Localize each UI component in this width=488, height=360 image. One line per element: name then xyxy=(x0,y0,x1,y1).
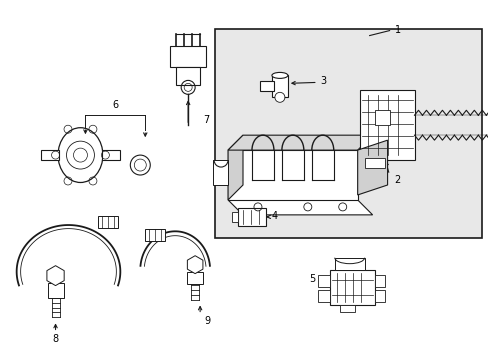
Bar xyxy=(364,158,384,168)
Bar xyxy=(317,289,329,302)
Bar xyxy=(41,150,59,160)
Bar xyxy=(232,212,238,222)
Text: 6: 6 xyxy=(112,100,118,110)
Bar xyxy=(317,275,329,287)
Text: 8: 8 xyxy=(52,334,59,345)
Bar xyxy=(187,272,203,284)
Polygon shape xyxy=(227,135,372,150)
Ellipse shape xyxy=(271,72,287,78)
Ellipse shape xyxy=(58,128,102,183)
Bar xyxy=(339,305,354,312)
Bar xyxy=(271,75,287,97)
Text: 2: 2 xyxy=(394,175,400,185)
Bar xyxy=(374,289,384,302)
Bar xyxy=(213,160,227,185)
Polygon shape xyxy=(47,266,64,285)
Polygon shape xyxy=(227,150,357,200)
Polygon shape xyxy=(227,135,243,200)
Bar xyxy=(98,216,118,228)
Bar xyxy=(215,28,481,238)
Text: 9: 9 xyxy=(203,316,210,327)
Bar xyxy=(374,110,389,125)
Bar xyxy=(359,90,414,160)
Bar xyxy=(329,270,374,305)
Circle shape xyxy=(274,92,285,102)
Bar xyxy=(170,45,205,67)
Bar xyxy=(260,81,273,91)
Bar xyxy=(145,229,165,241)
Text: 4: 4 xyxy=(271,211,277,221)
Text: 7: 7 xyxy=(203,115,209,125)
Polygon shape xyxy=(187,256,203,274)
Polygon shape xyxy=(227,200,372,215)
Bar xyxy=(334,258,364,270)
Bar xyxy=(47,283,63,298)
Text: 3: 3 xyxy=(320,76,326,86)
Bar xyxy=(374,275,384,287)
Text: 5: 5 xyxy=(309,274,315,284)
Polygon shape xyxy=(357,140,387,195)
Bar xyxy=(238,208,265,226)
Bar xyxy=(102,150,120,160)
Text: 1: 1 xyxy=(394,24,400,35)
Bar xyxy=(176,67,200,85)
